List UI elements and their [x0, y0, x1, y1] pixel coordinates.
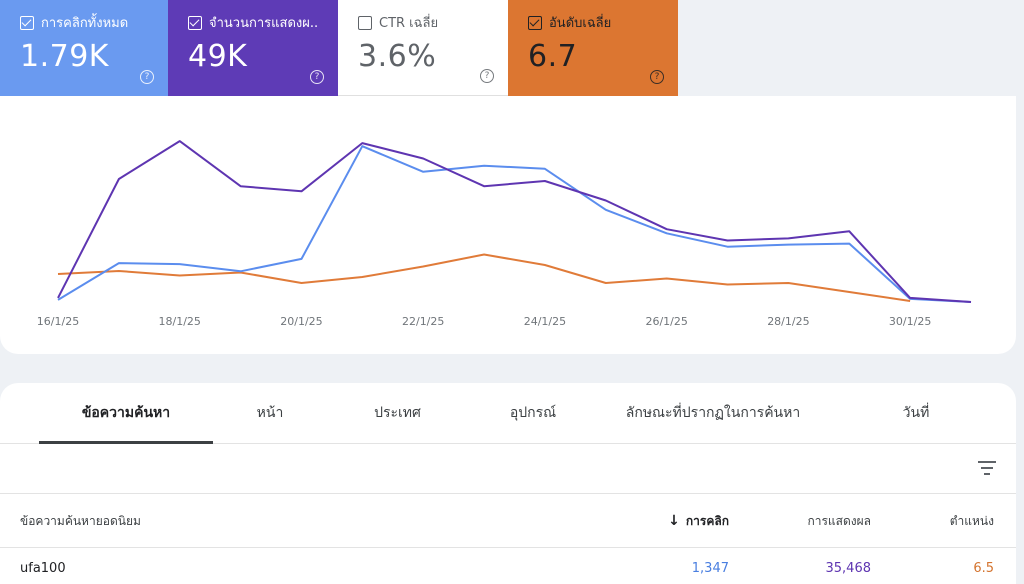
metric-value: 1.79K	[20, 39, 109, 74]
row-query: ufa100	[20, 561, 66, 576]
help-icon[interactable]: ?	[650, 70, 664, 84]
help-icon[interactable]: ?	[310, 70, 324, 84]
metric-label: CTR เฉลี่ย	[379, 16, 439, 31]
metric-value: 49K	[188, 39, 248, 74]
x-tick-label: 26/1/25	[645, 315, 687, 328]
table-row[interactable]: ufa100 1,347 35,468 6.5	[0, 548, 1016, 584]
column-header-position[interactable]: ตำแหน่ง	[949, 514, 994, 528]
metric-total-impressions[interactable]: จำนวนการแสดงผ... 49K ?	[168, 0, 338, 96]
x-tick-label: 20/1/25	[280, 315, 322, 328]
x-tick-label: 16/1/25	[37, 315, 79, 328]
metric-average-ctr[interactable]: CTR เฉลี่ย 3.6% ?	[338, 0, 508, 96]
metric-value: 3.6%	[358, 39, 437, 74]
metric-total-clicks[interactable]: การคลิกทั้งหมด 1.79K ?	[0, 0, 168, 96]
row-position: 6.5	[973, 561, 994, 576]
dimension-tabs: ข้อความค้นหา หน้า ประเทศ อุปกรณ์ ลักษณะท…	[0, 383, 1016, 444]
line-chart[interactable]: 16/1/25 18/1/25 20/1/25 22/1/25 24/1/25 26/1/…	[0, 96, 1016, 354]
tab-countries[interactable]: ประเทศ	[374, 405, 421, 421]
help-icon[interactable]: ?	[140, 70, 154, 84]
column-header-impressions[interactable]: การแสดงผล	[807, 514, 871, 528]
checkbox-icon[interactable]	[188, 15, 202, 30]
filter-icon[interactable]	[978, 461, 996, 475]
series-line-impressions	[57, 140, 972, 303]
sort-arrow-icon: ↓	[668, 513, 680, 529]
series-line-clicks	[57, 145, 972, 303]
x-tick-label: 24/1/25	[524, 315, 566, 328]
tab-devices[interactable]: อุปกรณ์	[509, 405, 557, 421]
metric-average-position[interactable]: อันดับเฉลี่ย 6.7 ?	[508, 0, 678, 96]
checkbox-icon[interactable]	[358, 15, 372, 30]
x-tick-label: 30/1/25	[889, 315, 931, 328]
metric-label: จำนวนการแสดงผ...	[209, 16, 318, 31]
table-header: ข้อความค้นหายอดนิยม ↓ การคลิก การแสดงผล ต…	[0, 494, 1016, 548]
performance-chart: 16/1/25 18/1/25 20/1/25 22/1/25 24/1/25 26/1/…	[0, 96, 1016, 354]
metric-value: 6.7	[528, 39, 578, 74]
metric-cards: การคลิกทั้งหมด 1.79K ? จำนวนการแสดงผ... …	[0, 0, 678, 96]
tab-queries[interactable]: ข้อความค้นหา	[39, 383, 213, 444]
row-impressions: 35,468	[825, 561, 872, 576]
x-tick-label: 28/1/25	[767, 315, 809, 328]
checkbox-icon[interactable]	[20, 15, 34, 30]
metric-label: การคลิกทั้งหมด	[41, 16, 129, 31]
tab-search-appearance[interactable]: ลักษณะที่ปรากฏในการค้นหา	[625, 405, 801, 421]
row-clicks: 1,347	[691, 561, 729, 576]
column-header-query[interactable]: ข้อความค้นหายอดนิยม	[20, 514, 141, 528]
column-header-clicks[interactable]: ↓ การคลิก	[668, 513, 729, 529]
x-tick-label: 22/1/25	[402, 315, 444, 328]
help-icon[interactable]: ?	[480, 69, 494, 83]
filter-bar	[0, 444, 1016, 494]
series-line-position	[57, 253, 911, 302]
tab-pages[interactable]: หน้า	[256, 405, 284, 421]
x-tick-label: 18/1/25	[159, 315, 201, 328]
report-table-card: ข้อความค้นหา หน้า ประเทศ อุปกรณ์ ลักษณะท…	[0, 383, 1016, 584]
metric-label: อันดับเฉลี่ย	[549, 16, 612, 31]
tab-dates[interactable]: วันที่	[902, 405, 930, 421]
checkbox-icon[interactable]	[528, 15, 542, 30]
